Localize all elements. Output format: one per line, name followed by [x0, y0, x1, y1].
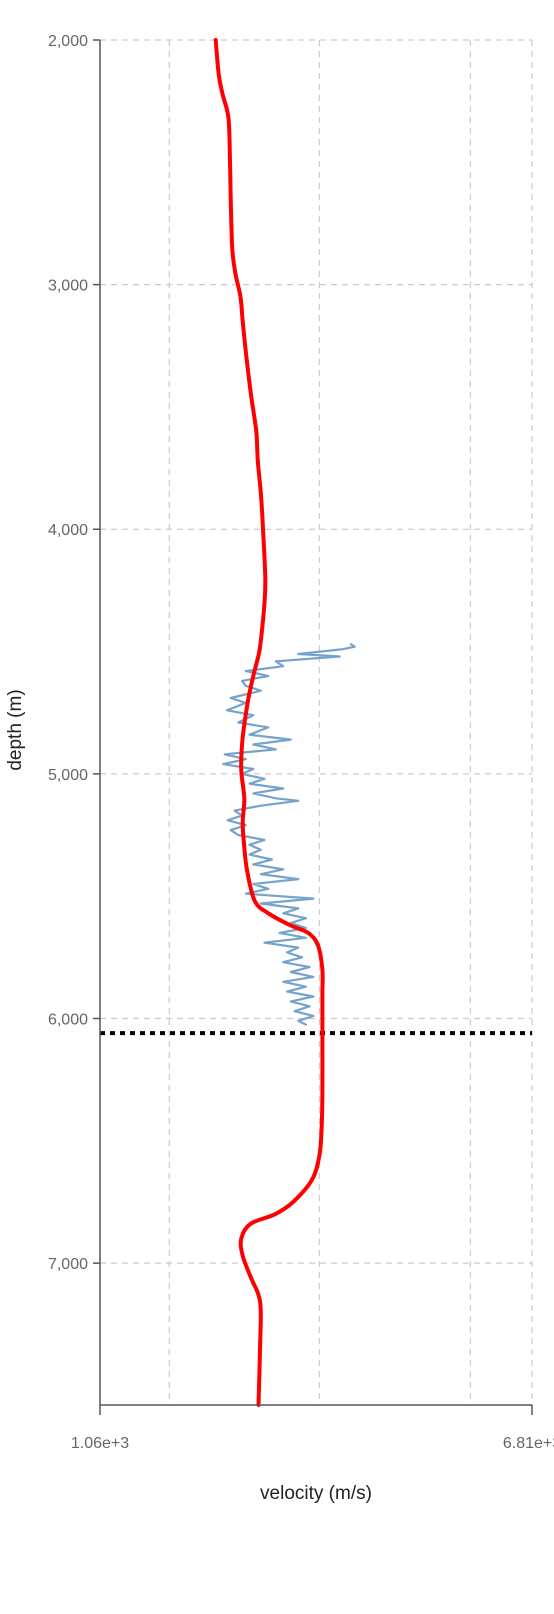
y-tick-label-5: 7,000	[48, 1256, 88, 1273]
smoothed-velocity-line	[213, 38, 325, 1407]
x-tick-label-max: 6.81e+3	[503, 1435, 554, 1452]
y-tick-label-4: 6,000	[48, 1011, 88, 1028]
y-tick-label-2: 4,000	[48, 522, 88, 539]
x-axis-title: velocity (m/s)	[260, 1483, 372, 1504]
y-tick-label-3: 5,000	[48, 767, 88, 784]
grid-layer	[100, 39, 533, 1405]
x-tick-label-min: 1.06e+3	[71, 1435, 129, 1452]
y-tick-label-1: 3,000	[48, 278, 88, 295]
axis-layer	[93, 39, 533, 1415]
y-tick-label-0: 2,000	[48, 33, 88, 50]
y-axis-title: depth (m)	[5, 689, 26, 770]
label-layer: 1.06e+3 6.81e+3 velocity (m/s) depth (m)…	[5, 33, 554, 1504]
series-layer	[213, 38, 356, 1407]
